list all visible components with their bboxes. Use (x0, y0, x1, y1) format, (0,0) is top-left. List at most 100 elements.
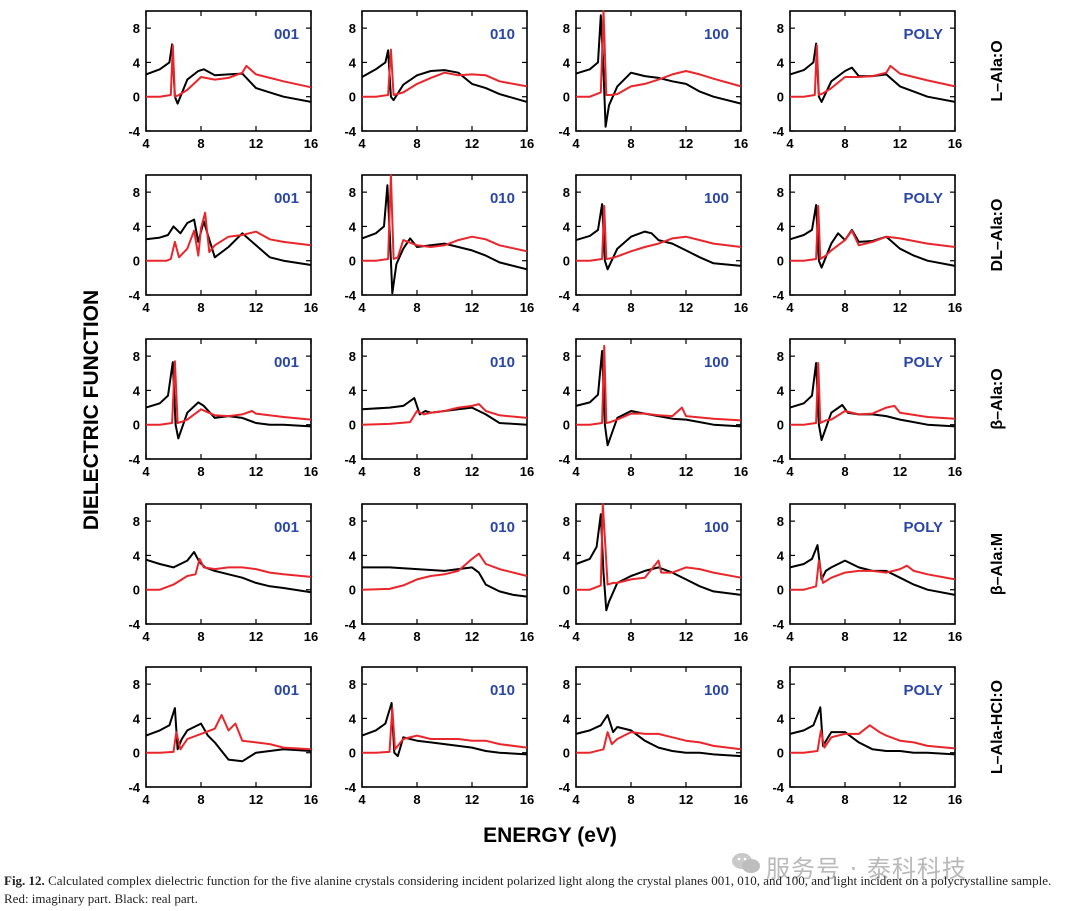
panel-frame (789, 666, 956, 788)
x-tick-label: 4 (786, 300, 794, 315)
y-tick-label: 0 (133, 418, 140, 433)
y-tick-label: 4 (349, 55, 357, 70)
x-tick-label: 8 (841, 629, 848, 644)
y-tick-label: -4 (558, 617, 570, 632)
panel-frame (575, 174, 742, 296)
series-real-line (575, 350, 742, 447)
x-tick-label: 16 (304, 464, 318, 479)
panel-frame (145, 503, 312, 625)
plane-label: POLY (904, 519, 943, 536)
series-real-line (575, 14, 742, 128)
y-tick-label: 0 (349, 583, 356, 598)
panel-frame (789, 174, 956, 296)
panel-frame (361, 10, 528, 132)
x-tick-label: 12 (249, 629, 263, 644)
series-imaginary-line (362, 174, 528, 262)
series-real-line (789, 362, 956, 442)
x-tick-label: 4 (142, 300, 150, 315)
x-tick-label: 12 (679, 464, 693, 479)
series-imaginary-line (362, 48, 528, 98)
y-tick-label: 0 (563, 254, 570, 269)
series-real-line (362, 566, 528, 598)
plane-label: 010 (490, 354, 515, 371)
y-tick-label: 0 (349, 90, 356, 105)
x-tick-label: 8 (627, 629, 634, 644)
x-tick-label: 16 (520, 792, 534, 807)
x-tick-label: 8 (627, 136, 634, 151)
y-tick-label: 0 (133, 254, 140, 269)
y-tick-label: -4 (772, 780, 784, 795)
y-tick-label: 0 (777, 254, 784, 269)
panel-frame (145, 10, 312, 132)
x-tick-label: 12 (679, 792, 693, 807)
y-tick-label: 0 (349, 254, 356, 269)
plane-label: 010 (490, 519, 515, 536)
x-tick-label: 16 (734, 136, 748, 151)
y-tick-label: -4 (128, 780, 140, 795)
y-tick-label: 8 (133, 349, 140, 364)
y-tick-label: 4 (563, 219, 571, 234)
x-tick-label: 4 (786, 136, 794, 151)
plane-label: POLY (904, 682, 943, 699)
series-imaginary-line (146, 44, 312, 98)
plane-label: 010 (490, 26, 515, 43)
series-imaginary-line (146, 211, 312, 262)
y-tick-label: -4 (558, 452, 570, 467)
panel-frame (789, 10, 956, 132)
x-tick-label: 12 (465, 629, 479, 644)
y-tick-label: 8 (563, 185, 570, 200)
y-tick-label: 4 (133, 711, 141, 726)
y-tick-label: 8 (133, 185, 140, 200)
y-axis-title: DIELECTRIC FUNCTION (80, 290, 103, 530)
y-tick-label: 8 (349, 21, 356, 36)
x-tick-label: 12 (679, 300, 693, 315)
y-tick-label: 4 (133, 383, 141, 398)
x-tick-label: 12 (893, 629, 907, 644)
series-imaginary-line (576, 10, 742, 98)
y-tick-label: 4 (563, 711, 571, 726)
x-tick-label: 8 (197, 464, 204, 479)
y-tick-label: -4 (558, 124, 570, 139)
x-tick-label: 16 (734, 464, 748, 479)
x-tick-label: 8 (413, 464, 420, 479)
y-tick-label: -4 (344, 124, 356, 139)
x-tick-label: 16 (304, 792, 318, 807)
x-axis-title: ENERGY (eV) (483, 824, 617, 847)
x-tick-label: 8 (627, 300, 634, 315)
y-tick-label: 0 (133, 746, 140, 761)
y-tick-label: -4 (772, 452, 784, 467)
series-real-line (789, 706, 956, 756)
y-tick-label: 0 (777, 583, 784, 598)
series-real-line (145, 361, 312, 440)
x-tick-label: 12 (249, 300, 263, 315)
series-real-line (789, 42, 956, 103)
x-tick-label: 8 (197, 300, 204, 315)
figure-svg: DIELECTRIC FUNCTION ENERGY (eV) 4 8 12 16 8 4… (80, 10, 1006, 847)
x-tick-label: 8 (841, 136, 848, 151)
series-imaginary-line (790, 559, 956, 591)
plane-label: POLY (904, 354, 943, 371)
x-tick-label: 16 (948, 300, 962, 315)
x-tick-label: 16 (734, 792, 748, 807)
y-tick-label: 8 (777, 514, 784, 529)
x-tick-label: 12 (679, 629, 693, 644)
x-tick-label: 16 (304, 136, 318, 151)
panel-frame (145, 174, 312, 296)
series-imaginary-line (576, 204, 742, 262)
x-tick-label: 8 (413, 792, 420, 807)
y-tick-label: 8 (563, 677, 570, 692)
x-tick-label: 12 (249, 464, 263, 479)
y-tick-label: -4 (558, 780, 570, 795)
x-tick-label: 8 (841, 792, 848, 807)
x-tick-label: 4 (358, 136, 366, 151)
x-tick-label: 12 (465, 300, 479, 315)
y-tick-label: 4 (133, 55, 141, 70)
series-imaginary-line (576, 344, 742, 426)
y-tick-label: 8 (777, 349, 784, 364)
row-label: DL–Ala:O (989, 199, 1006, 272)
x-tick-label: 4 (786, 464, 794, 479)
series-real-line (575, 513, 742, 612)
y-tick-label: 0 (133, 583, 140, 598)
y-tick-label: 0 (777, 90, 784, 105)
panel-frame (361, 338, 528, 460)
